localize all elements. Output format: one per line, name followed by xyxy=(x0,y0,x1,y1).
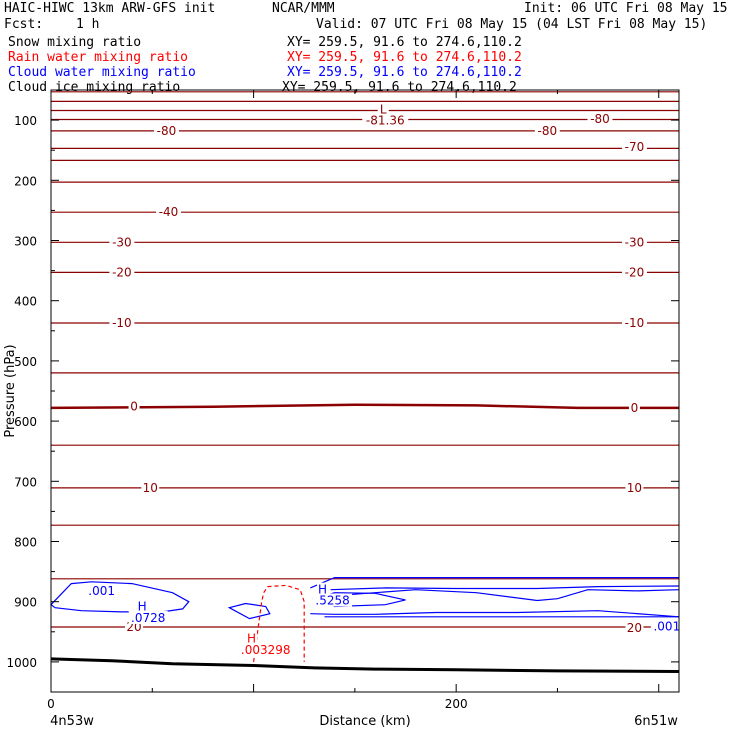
contour-label-5-0-bg xyxy=(621,140,647,154)
plot-org: NCAR/MMM xyxy=(272,1,335,16)
annotation-0: L xyxy=(380,102,387,116)
y-tick-label-0: 100 xyxy=(14,114,37,128)
cloud-water-contour-3 xyxy=(330,585,680,591)
annotation-3: .0728 xyxy=(131,611,165,625)
annotation-6: .5258 xyxy=(315,593,349,607)
y-tick-label-3: 400 xyxy=(14,295,37,309)
y-tick-label-2: 300 xyxy=(14,235,37,249)
y-tick-label-6: 700 xyxy=(14,475,37,489)
annotation-1: -81.36 xyxy=(366,114,405,128)
annotation-3-bg xyxy=(128,610,168,624)
contour-label-10-1-bg xyxy=(621,265,647,279)
init-time: Init: 06 UTC Fri 08 May 15 xyxy=(524,1,728,16)
contour-label-10-0-bg xyxy=(109,265,135,279)
cloud-water-contours xyxy=(50,577,680,620)
contour-label-4-2-bg xyxy=(587,111,613,125)
cloud-water-contour-1 xyxy=(310,577,679,589)
contour-label-9-0: -30 xyxy=(112,235,132,249)
y-tick-label-8: 900 xyxy=(14,596,37,610)
contour-label-13-0: 10 xyxy=(143,481,158,495)
contour-label-4-0-bg xyxy=(153,123,179,137)
terrain-line xyxy=(50,657,680,673)
contour-label-12-1: 0 xyxy=(631,401,639,415)
annotation-7-bg xyxy=(650,619,683,633)
cloud-water-contour-4 xyxy=(334,589,680,602)
contour-label-13-1: 10 xyxy=(627,481,642,495)
y-axis-label: Pressure (hPa) xyxy=(3,344,18,437)
contour-label-4-1: -80 xyxy=(538,124,558,138)
rain-water-contours xyxy=(253,584,305,662)
legend-snow-xy: XY= 259.5, 91.6 to 274.6,110.2 xyxy=(287,35,522,50)
y-tick-label-9: 1000 xyxy=(6,656,37,670)
contour-label-13-1-bg xyxy=(625,480,644,494)
y-tick-label-4: 500 xyxy=(14,355,37,369)
contour-label-10-0: -20 xyxy=(112,265,132,279)
cloud-water-contour-0 xyxy=(50,581,190,613)
contour-label-11-1-bg xyxy=(621,315,647,329)
annotation-9: .003298 xyxy=(241,643,291,657)
y-tick-label-7: 800 xyxy=(14,536,37,550)
contour-label-13-0-bg xyxy=(141,480,160,494)
rain-water-contour xyxy=(253,584,305,662)
annotation-1-bg xyxy=(362,113,409,127)
contour-label-4-2: -80 xyxy=(590,112,610,126)
annotation-8: H xyxy=(247,631,256,645)
right-endpoint-label: 6n51w xyxy=(634,714,678,729)
contour-label-5-0: -70 xyxy=(625,140,645,154)
x-tick-label-1: 200 xyxy=(445,697,468,711)
contour-label-4-0: -80 xyxy=(157,124,177,138)
legend-snow-name: Snow mixing ratio xyxy=(8,35,142,50)
annotation-8-bg xyxy=(246,631,258,645)
cloud-water-contour-6 xyxy=(312,592,406,608)
contour-label-12-1-bg xyxy=(628,400,640,414)
legend-rain-xy: XY= 259.5, 91.6 to 274.6,110.2 xyxy=(287,50,522,65)
contour-label-8-0-bg xyxy=(155,205,181,219)
left-endpoint-label: 4n53w xyxy=(50,714,94,729)
annotation-7: .001 xyxy=(653,619,680,633)
legend-rain-name: Rain water mixing ratio xyxy=(8,50,189,65)
fcst-value: 1 h xyxy=(76,17,100,32)
contour-label-14-1: 20 xyxy=(627,621,642,635)
contour-label-12-0-bg xyxy=(128,399,140,413)
terrain-layer xyxy=(50,657,680,673)
annotation-5-bg xyxy=(316,582,328,596)
contour-label-14-1-bg xyxy=(625,621,644,635)
contour-label-11-1: -10 xyxy=(625,316,645,330)
annotation-4-bg xyxy=(85,583,118,597)
contour-label-11-0: -10 xyxy=(112,316,132,330)
temperature-contour-12 xyxy=(50,403,679,410)
contour-label-9-1-bg xyxy=(621,235,647,249)
annotation-5: H xyxy=(318,583,327,597)
y-tick-label-5: 600 xyxy=(14,415,37,429)
contour-label-12-0: 0 xyxy=(130,400,138,414)
x-tick-label-0: 0 xyxy=(47,697,55,711)
annotation-9-bg xyxy=(239,642,293,656)
annotation-0-bg xyxy=(377,102,389,116)
cloud-water-contour-7 xyxy=(227,602,271,620)
temperature-contours xyxy=(50,91,679,628)
contour-labels: -80 -80 -80 -70 -40 -30 -30 -20 -20 -10 -10 0 0 10 10 2… xyxy=(85,102,683,657)
legend-cloud-water-xy: XY= 259.5, 91.6 to 274.6,110.2 xyxy=(287,65,522,80)
x-axis-label: Distance (km) xyxy=(319,714,410,729)
contour-label-4-1-bg xyxy=(534,123,560,137)
annotation-2-bg xyxy=(136,599,148,613)
cloud-water-contour-2 xyxy=(310,610,680,618)
annotation-4: .001 xyxy=(88,584,115,598)
plot-title: HAIC-HIWC 13km ARW-GFS init xyxy=(4,1,216,16)
contour-label-10-1: -20 xyxy=(625,265,645,279)
valid-time: Valid: 07 UTC Fri 08 May 15 (04 LST Fri … xyxy=(316,17,708,32)
annotation-2: H xyxy=(138,600,147,614)
contour-label-11-0-bg xyxy=(109,315,135,329)
contour-label-8-0: -40 xyxy=(159,205,179,219)
contour-label-9-0-bg xyxy=(109,235,135,249)
y-tick-label-1: 200 xyxy=(14,174,37,188)
legend-cloud-water-name: Cloud water mixing ratio xyxy=(8,65,196,80)
fcst-label: Fcst: xyxy=(4,17,44,32)
annotation-6-bg xyxy=(313,593,353,607)
contour-label-9-1: -30 xyxy=(625,235,645,249)
